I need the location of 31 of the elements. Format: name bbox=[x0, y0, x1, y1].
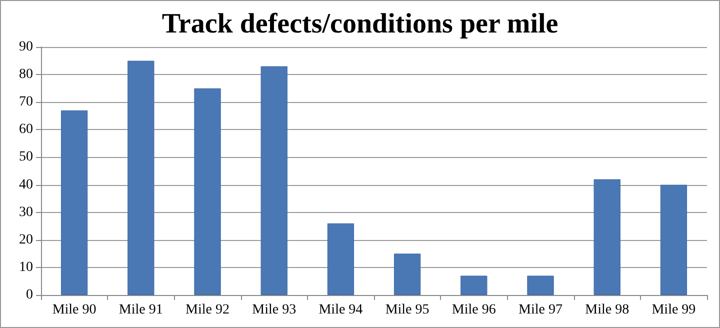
x-tick-label: Mile 90 bbox=[52, 302, 96, 318]
bar bbox=[660, 184, 688, 295]
bar bbox=[260, 66, 288, 295]
bar bbox=[527, 276, 554, 295]
bar bbox=[394, 254, 421, 295]
y-tick-label: 80 bbox=[19, 67, 33, 82]
x-tick-label: Mile 96 bbox=[452, 302, 496, 318]
y-tick-label: 0 bbox=[26, 288, 33, 302]
x-tick-label: Mile 91 bbox=[118, 302, 163, 318]
x-tick-label: Mile 99 bbox=[652, 302, 696, 318]
y-tick-label: 60 bbox=[19, 122, 33, 138]
bar bbox=[128, 60, 154, 295]
x-tick-label: Mile 97 bbox=[518, 302, 562, 318]
x-tick-label: Mile 95 bbox=[385, 302, 430, 318]
y-tick-label: 90 bbox=[19, 40, 33, 54]
bar bbox=[594, 179, 620, 295]
y-tick-label: 40 bbox=[19, 177, 33, 192]
x-tick-label: Mile 93 bbox=[252, 302, 296, 318]
bar bbox=[327, 223, 354, 295]
bar bbox=[60, 110, 88, 295]
y-tick-label: 20 bbox=[19, 232, 33, 248]
x-tick-label: Mile 94 bbox=[318, 302, 363, 318]
chart-title: Track defects/conditions per mile bbox=[162, 8, 558, 40]
y-tick-label: 30 bbox=[19, 204, 33, 220]
y-tick-label: 10 bbox=[19, 260, 33, 275]
bar bbox=[194, 88, 221, 295]
y-tick-label: 70 bbox=[19, 94, 33, 110]
x-tick-label: Mile 92 bbox=[186, 302, 230, 318]
x-tick-label: Mile 98 bbox=[585, 302, 630, 318]
y-tick-label: 50 bbox=[19, 150, 33, 165]
bar bbox=[460, 276, 488, 295]
